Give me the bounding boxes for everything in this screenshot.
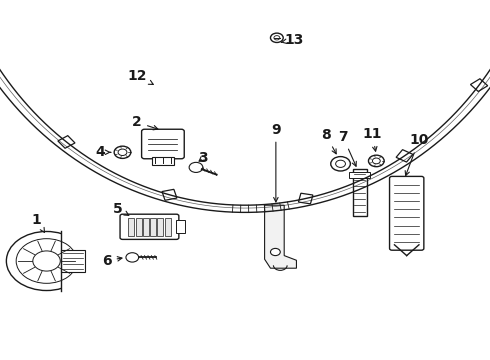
Circle shape [270,33,283,42]
Bar [157,218,163,236]
Circle shape [270,248,280,256]
Text: 5: 5 [113,202,129,216]
Text: 9: 9 [271,123,281,202]
Text: 11: 11 [363,127,382,151]
Bar [61,231,91,291]
FancyBboxPatch shape [142,129,184,159]
Circle shape [33,251,60,271]
Text: 12: 12 [127,69,153,85]
Text: 6: 6 [102,254,122,267]
Text: 4: 4 [96,145,111,159]
Polygon shape [162,189,177,200]
Circle shape [114,146,131,158]
Text: 2: 2 [132,116,158,130]
Circle shape [368,155,384,167]
Text: 10: 10 [405,134,429,176]
Bar [152,157,174,165]
Bar [150,218,156,236]
Text: 13: 13 [281,33,304,46]
Text: 7: 7 [338,130,356,166]
FancyBboxPatch shape [120,214,179,239]
Bar [176,220,185,233]
Bar [349,172,370,178]
Text: 1: 1 [32,213,45,233]
Bar [165,218,171,236]
Bar [143,218,149,236]
Circle shape [331,157,350,171]
Polygon shape [58,136,75,148]
Polygon shape [265,205,296,268]
Circle shape [189,162,203,172]
FancyBboxPatch shape [390,176,424,250]
Text: 3: 3 [198,151,208,165]
Polygon shape [470,79,488,91]
Bar [61,250,85,272]
Bar [353,169,367,216]
Text: 8: 8 [321,128,336,154]
Polygon shape [396,150,413,162]
Polygon shape [298,193,313,204]
Bar [136,218,142,236]
Circle shape [126,253,139,262]
Circle shape [6,231,87,291]
Bar [128,218,134,236]
